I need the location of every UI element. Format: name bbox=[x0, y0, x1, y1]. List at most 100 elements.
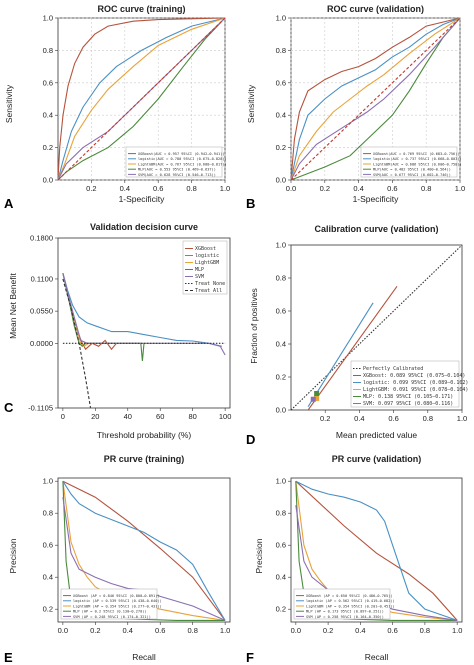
marker-svm bbox=[310, 396, 316, 402]
legend-entry: logistic (AP = 0.539 95%CI (0.438–0.640)… bbox=[73, 599, 162, 603]
legend-entry: XGBoost: 0.089 95%CI (0.075–0.104) bbox=[363, 373, 465, 379]
x-tick-label: 0.8 bbox=[421, 184, 431, 193]
legend-entry: logistic bbox=[195, 253, 219, 259]
x-axis-label: Mean predicted value bbox=[336, 430, 418, 440]
legend-entry: MLP (AP = 0.173 95%CI (0.097–0.251)) bbox=[306, 610, 384, 614]
legend-entry: MLP (AP = 0.2 95%CI (0.130–0.270)) bbox=[73, 610, 147, 614]
x-tick-label: 0.8 bbox=[420, 626, 430, 635]
y-axis-label: Mean Net Benefit bbox=[8, 273, 18, 339]
legend-entry: logistic(AUC = 0.737 95%CI (0.668–0.803)… bbox=[373, 157, 462, 161]
y-tick-label: 0.8 bbox=[276, 274, 286, 283]
x-tick-label: 0.4 bbox=[355, 626, 365, 635]
x-tick-label: 0.6 bbox=[387, 626, 397, 635]
series-line-diag bbox=[290, 17, 461, 181]
legend-entry: MLP(AUC = 0.553 95%CI (0.469–0.637)) bbox=[138, 168, 216, 172]
series-line-xgboost bbox=[290, 17, 461, 181]
y-axis-label: Sensitivity bbox=[246, 84, 256, 123]
y-tick-label: 0.0000 bbox=[30, 339, 53, 348]
x-tick-label: 0.6 bbox=[153, 184, 163, 193]
y-tick-label: 0.2 bbox=[43, 143, 53, 152]
y-tick-label: 0.6 bbox=[276, 541, 286, 550]
panel-B: 0.0 0.2 0.4 0.6 0.8 1.0 0.0 0.2 0.4 0.6 0.8 1.0 ROC … bbox=[246, 4, 465, 211]
panel-letter: E bbox=[4, 650, 13, 665]
y-tick-label: 0.4 bbox=[276, 573, 286, 582]
x-tick-label: 0.6 bbox=[387, 184, 397, 193]
x-tick-label: 0.0 bbox=[58, 626, 68, 635]
y-tick-label: 0.0550 bbox=[30, 307, 53, 316]
legend: XGBoost(AUC = 0.957 95%CI (0.942–0.941))… bbox=[125, 146, 227, 178]
x-axis-label: Recall bbox=[132, 652, 156, 662]
series-line-treat-all bbox=[62, 278, 92, 408]
x-tick-label: 0.6 bbox=[155, 626, 165, 635]
legend-entry: LightGBM (AP = 0.354 95%CI (0.277–0.431)… bbox=[73, 604, 162, 608]
series-line-xgboost bbox=[295, 480, 458, 621]
legend-entry: SVM(AUC = 0.677 95%CI (0.602–0.746)) bbox=[373, 173, 451, 177]
y-tick-label: 0.0 bbox=[276, 406, 286, 415]
chart-title: Validation decision curve bbox=[90, 222, 198, 232]
y-axis-label: Fraction of positives bbox=[249, 288, 259, 364]
x-tick-label: 1.0 bbox=[457, 414, 467, 423]
panel-letter: C bbox=[4, 400, 14, 415]
legend-entry: XGBoost(AUC = 0.957 95%CI (0.942–0.941)) bbox=[138, 152, 225, 156]
y-tick-label: 0.4 bbox=[43, 111, 53, 120]
marker-mlp bbox=[314, 391, 320, 396]
legend-entry: SVM (AP = 0.248 95%CI (0.174–0.321)) bbox=[73, 615, 151, 619]
y-tick-label: 1.0 bbox=[43, 14, 53, 23]
x-axis-label: 1-Specificity bbox=[119, 194, 166, 204]
chart-title: ROC curve (validation) bbox=[327, 4, 424, 14]
x-axis-label: Recall bbox=[365, 652, 389, 662]
legend-entry: SVM bbox=[195, 274, 204, 280]
series-line-svm bbox=[290, 17, 461, 181]
x-tick-label: 1.0 bbox=[452, 626, 462, 635]
legend-entry: LightGBM (AP = 0.354 95%CI (0.201–0.451)… bbox=[306, 604, 395, 608]
series-line-xgboost bbox=[62, 480, 226, 621]
legend: XGBoost (AP = 0.846 95%CI (0.800–0.891))… bbox=[60, 588, 162, 620]
x-tick-label: 0.4 bbox=[353, 184, 363, 193]
legend-box bbox=[125, 146, 223, 178]
y-tick-label: 0.4 bbox=[43, 573, 53, 582]
legend-entry: MLP: 0.138 95%CI (0.105–0.171) bbox=[363, 394, 453, 400]
legend-entry: XGBoost (AP = 0.650 95%CI (0.486–0.765)) bbox=[306, 594, 393, 598]
chart-title: PR curve (validation) bbox=[332, 454, 422, 464]
panel-letter: D bbox=[246, 432, 255, 447]
legend-entry: Treat All bbox=[195, 288, 222, 294]
legend: XGBoost (AP = 0.650 95%CI (0.486–0.765))… bbox=[293, 588, 395, 620]
series-line-mlp bbox=[290, 17, 461, 181]
y-tick-label: 0.6 bbox=[43, 541, 53, 550]
y-axis-label: Precision bbox=[254, 538, 264, 573]
panel-letter: A bbox=[4, 196, 14, 211]
y-axis-label: Precision bbox=[8, 538, 18, 573]
x-tick-label: 40 bbox=[124, 412, 132, 421]
y-tick-label: 0.8 bbox=[276, 509, 286, 518]
legend-entry: LightGBM(AUC = 0.767 95%CI (0.688–0.817)… bbox=[138, 162, 227, 166]
chart-title: ROC curve (training) bbox=[97, 4, 185, 14]
legend-box bbox=[182, 240, 228, 295]
y-tick-label: -0.1105 bbox=[28, 404, 53, 413]
y-tick-label: 0.4 bbox=[276, 340, 286, 349]
x-tick-label: 0.2 bbox=[320, 414, 330, 423]
series-line-logistic bbox=[307, 302, 374, 407]
y-tick-label: 0.6 bbox=[276, 307, 286, 316]
y-tick-label: 0.4 bbox=[276, 111, 286, 120]
x-axis-label: 1-Specificity bbox=[353, 194, 400, 204]
y-axis-label: Sensitivity bbox=[4, 84, 14, 123]
y-tick-label: 0.1100 bbox=[31, 274, 53, 283]
series-line-lightgbm bbox=[290, 17, 461, 181]
legend-entry: XGBoost(AUC = 0.769 95%CI (0.683–0.756)) bbox=[373, 152, 460, 156]
x-tick-label: 0.8 bbox=[187, 626, 197, 635]
y-tick-label: 0.1800 bbox=[30, 234, 53, 243]
legend-entry: MLP(AUC = 0.482 95%CI (0.400–0.564)) bbox=[373, 168, 451, 172]
series-line-xgboost bbox=[307, 285, 398, 411]
legend-entry: logistic(AUC = 0.780 95%CI (0.675–0.828)… bbox=[138, 157, 227, 161]
x-tick-label: 0.2 bbox=[90, 626, 100, 635]
y-tick-label: 1.0 bbox=[43, 477, 53, 486]
x-tick-label: 0.2 bbox=[323, 626, 333, 635]
legend-box bbox=[360, 146, 458, 178]
legend-entry: LightGBM(AUC = 0.686 95%CI (0.606–0.758)… bbox=[373, 162, 462, 166]
y-tick-label: 1.0 bbox=[276, 477, 286, 486]
legend-entry: LightGBM bbox=[195, 260, 219, 266]
marker-lightgbm bbox=[314, 395, 320, 401]
series-line-svm bbox=[62, 497, 226, 621]
